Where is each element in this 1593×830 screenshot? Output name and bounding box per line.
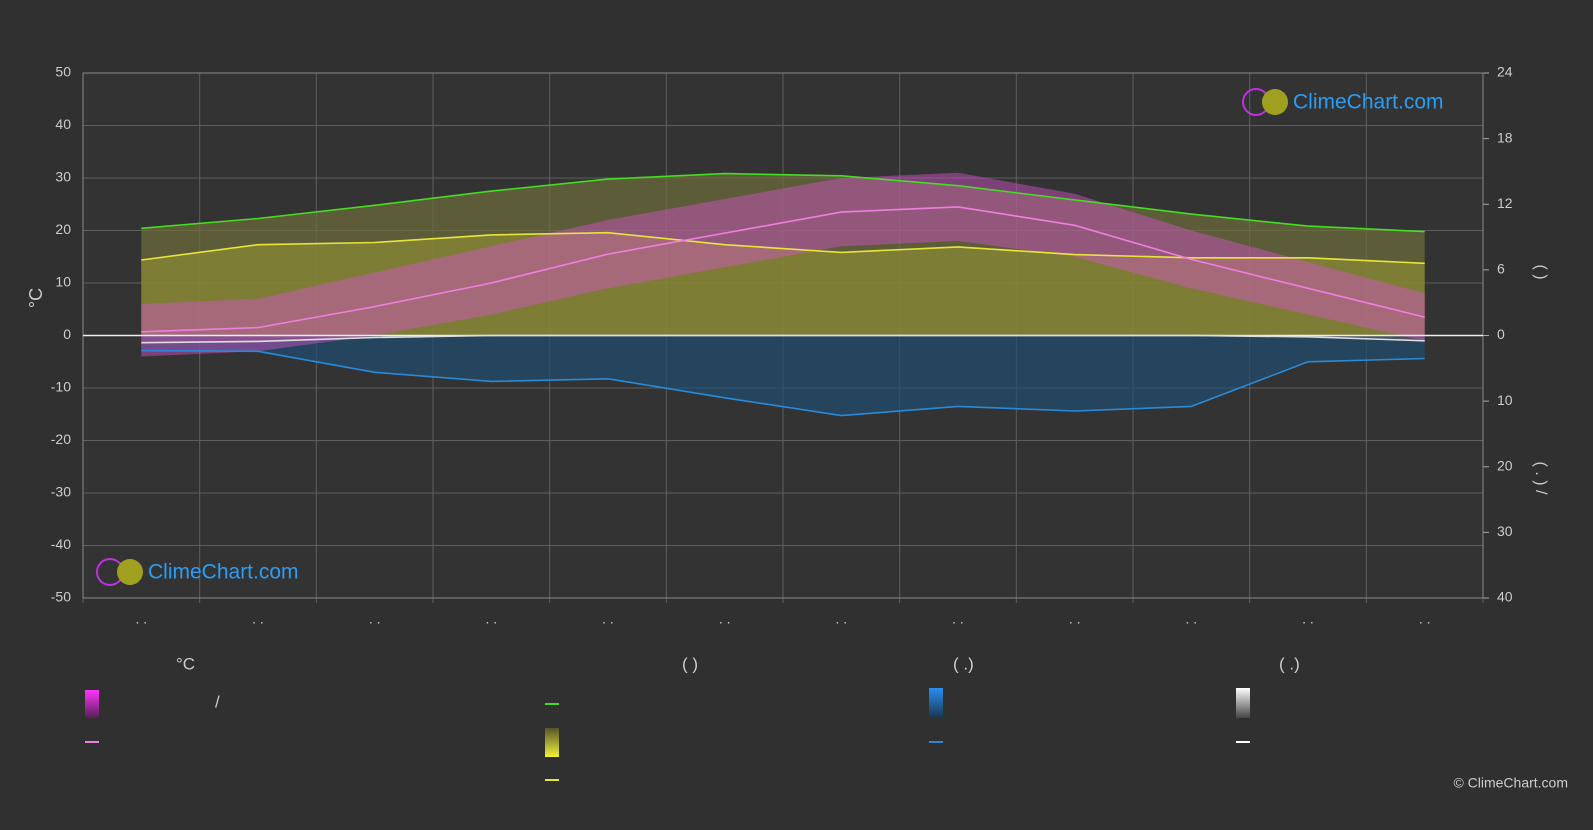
series-line (141, 172, 1425, 233)
x-tick-label: . . (719, 611, 731, 627)
legend-header: ( .) (1279, 654, 1300, 673)
y3-tick-label: 10 (1497, 392, 1513, 408)
y-tick-label: 10 (55, 274, 71, 290)
y2-tick-label: 24 (1497, 64, 1513, 80)
copyright: © ClimeChart.com (1453, 775, 1568, 791)
x-tick-label: . . (369, 611, 381, 627)
y3-tick-label: 30 (1497, 523, 1513, 539)
y2-axis-title: ( ) (1532, 264, 1549, 279)
x-tick-label: . . (1069, 611, 1081, 627)
y-tick-label: 0 (63, 326, 71, 342)
logo-text: ClimeChart.com (1293, 91, 1444, 114)
legend-header: ( ) (682, 654, 698, 673)
series-line (141, 334, 1425, 344)
y-tick-label: 40 (55, 116, 71, 132)
y3-axis-title: ( . ) / (1532, 462, 1549, 495)
x-tick-label: . . (1185, 611, 1197, 627)
logo: ClimeChart.com (96, 558, 299, 586)
y-tick-label: 20 (55, 221, 71, 237)
y-tick-label: -40 (51, 536, 71, 552)
y2-tick-label: 0 (1497, 326, 1505, 342)
legend-swatch (85, 690, 99, 718)
series-line (141, 206, 1425, 333)
legend: °C / ( ) ( .) ( .) (85, 654, 1300, 781)
x-tick-label: . . (835, 611, 847, 627)
y-tick-label: -50 (51, 589, 71, 605)
y3-tick-label: 20 (1497, 457, 1513, 473)
x-tick-label: . . (252, 611, 264, 627)
legend-swatch (929, 688, 943, 718)
logo: ClimeChart.com (1242, 88, 1444, 116)
logo-text: ClimeChart.com (148, 561, 299, 584)
legend-header: ( .) (953, 654, 974, 673)
legend-swatch (1236, 688, 1250, 718)
series-line (141, 349, 1425, 417)
area (141, 335, 1425, 416)
series-line (141, 231, 1425, 265)
plot-area: . . . . . . . . . . . . . . . . . . . . . . . . -50 -… (51, 64, 1513, 627)
y3-tick-label: 40 (1497, 589, 1513, 605)
y-axis-title: °C (26, 288, 46, 308)
y2-tick-label: 6 (1497, 261, 1505, 277)
y-tick-label: -30 (51, 484, 71, 500)
y-tick-label: 30 (55, 169, 71, 185)
y-tick-label: -20 (51, 431, 71, 447)
area (141, 232, 1425, 336)
x-tick-label: . . (135, 611, 147, 627)
legend-header: °C (176, 654, 195, 673)
x-tick-label: . . (1419, 611, 1431, 627)
x-tick-label: . . (485, 611, 497, 627)
y-tick-label: -10 (51, 379, 71, 395)
temperature-range (141, 172, 1425, 357)
y2-tick-label: 12 (1497, 195, 1513, 211)
x-tick-label: . . (1302, 611, 1314, 627)
x-tick-label: . . (952, 611, 964, 627)
y2-tick-label: 18 (1497, 129, 1513, 145)
x-tick-label: . . (602, 611, 614, 627)
y-tick-label: 50 (55, 64, 71, 80)
legend-text: / (215, 692, 220, 711)
legend-swatch (545, 728, 559, 757)
